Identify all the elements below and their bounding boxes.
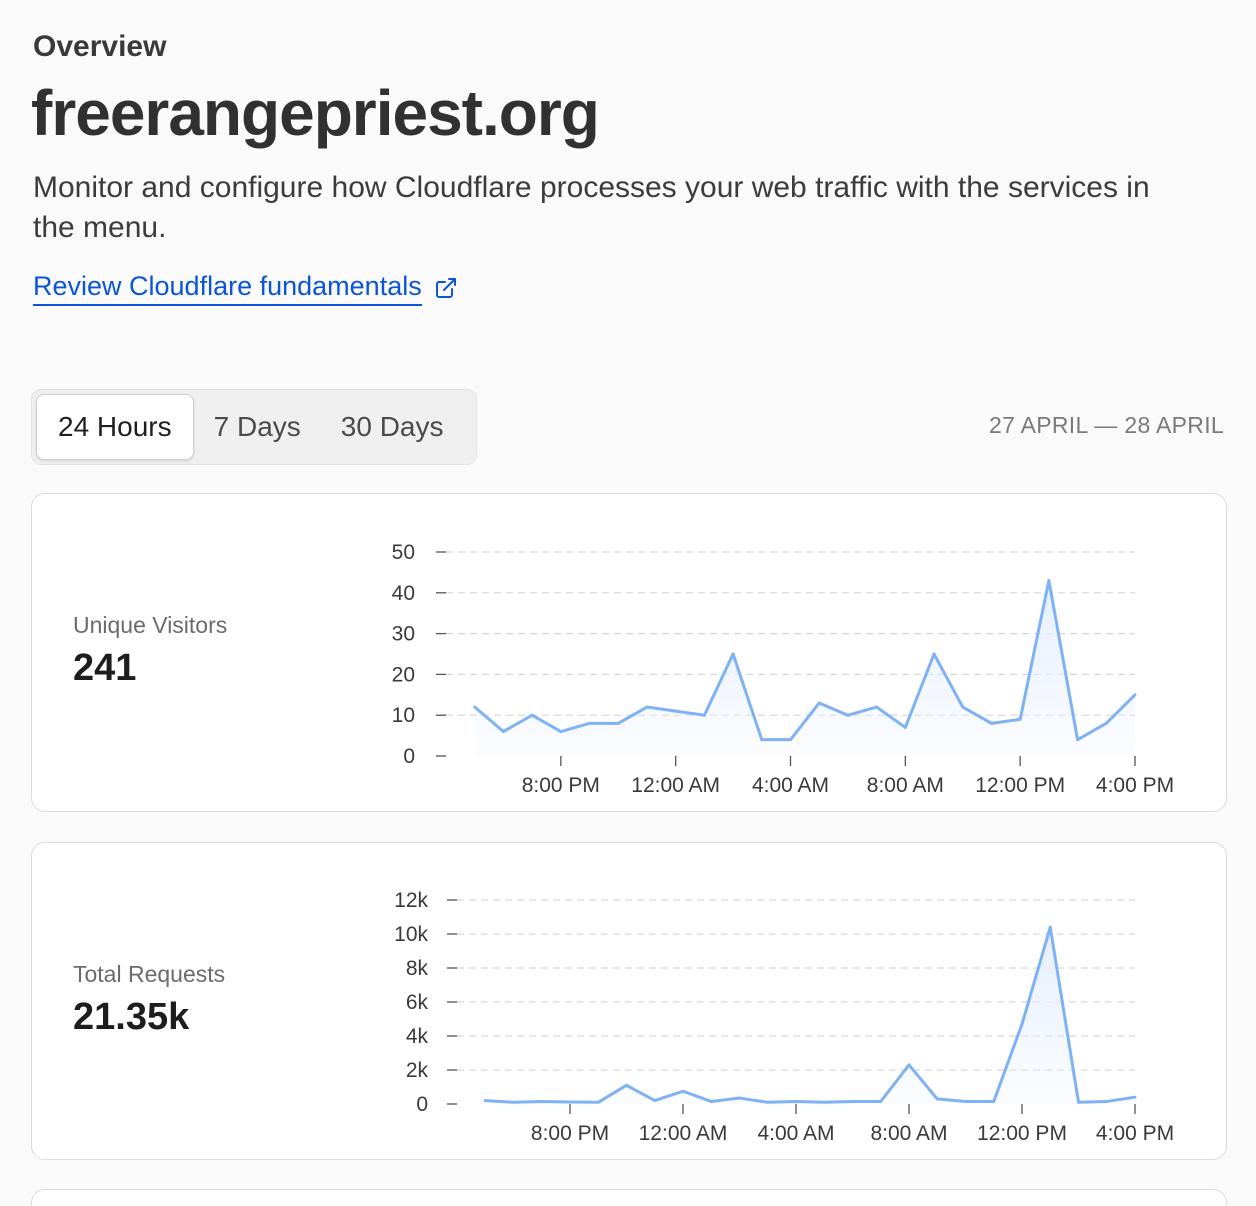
x-tick-label: 12:00 AM: [631, 774, 720, 797]
data-point: [530, 713, 534, 717]
series-area: [474, 580, 1135, 756]
y-tick-label: 10: [392, 704, 415, 727]
data-point: [961, 705, 965, 709]
data-point: [1104, 721, 1108, 725]
review-fundamentals-link[interactable]: Review Cloudflare fundamentals: [33, 270, 422, 306]
y-tick-label: 6k: [406, 991, 429, 1014]
data-point: [702, 713, 706, 717]
total-requests-chart: 0 2k 4k 6k 8k 10k 12k 8:00 PM 12:00 AM 4:00 AM 8:0…: [394, 889, 1174, 1145]
data-point: [501, 730, 505, 734]
x-tick-label: 8:00 AM: [867, 774, 944, 797]
x-tick-label: 4:00 AM: [757, 1122, 834, 1145]
data-point: [789, 738, 792, 742]
data-point: [1105, 1099, 1109, 1103]
page-title: freerangepriest.org: [31, 77, 600, 149]
series-area: [485, 927, 1135, 1104]
y-tick-label: 30: [392, 623, 415, 646]
x-tick-label: 8:00 PM: [522, 774, 600, 797]
data-point: [625, 1083, 628, 1087]
data-point: [568, 1100, 572, 1104]
data-point: [681, 1089, 685, 1093]
data-point: [653, 1099, 657, 1103]
x-tick-label: 12:00 PM: [977, 1122, 1067, 1145]
data-point: [794, 1099, 798, 1103]
y-tick-label: 50: [392, 541, 415, 564]
y-tick-label: 0: [403, 745, 415, 768]
series-line: [473, 579, 1137, 742]
y-tick-label: 2k: [406, 1059, 429, 1082]
data-point: [992, 1099, 996, 1103]
data-point: [1133, 1095, 1137, 1099]
data-point: [879, 1099, 883, 1103]
data-point: [907, 1063, 911, 1067]
data-point: [1133, 693, 1137, 697]
data-point: [1047, 579, 1051, 583]
data-point: [1048, 925, 1052, 929]
data-point: [512, 1100, 515, 1104]
date-range-label: 27 APRIL — 28 APRIL: [989, 412, 1224, 438]
metric-value: 21.35k: [73, 996, 190, 1038]
data-point: [766, 1100, 770, 1104]
external-link-icon[interactable]: [434, 276, 458, 300]
page-eyebrow: Overview: [33, 30, 167, 63]
x-tick-label: 4:00 PM: [1096, 1122, 1174, 1145]
data-point: [731, 652, 735, 656]
data-point: [709, 1099, 713, 1103]
data-point: [588, 721, 592, 725]
data-point: [473, 705, 477, 709]
y-tick-label: 4k: [406, 1025, 429, 1048]
data-point: [935, 1097, 939, 1101]
y-tick-label: 10k: [394, 923, 428, 946]
y-tick-label: 12k: [394, 889, 428, 912]
page-description: Monitor and configure how Cloudflare pro…: [33, 171, 1150, 244]
data-point: [674, 709, 678, 713]
data-point: [559, 730, 563, 734]
fundamentals-link-row: Review Cloudflare fundamentals: [33, 270, 458, 306]
time-range-tabs: 24 Hours 7 Days 30 Days: [31, 389, 477, 465]
data-point: [903, 725, 907, 729]
data-point: [989, 721, 993, 725]
data-point: [817, 701, 821, 705]
data-point: [932, 652, 936, 656]
data-point: [1076, 738, 1080, 742]
metric-label: Unique Visitors: [73, 612, 228, 638]
data-point: [760, 738, 764, 742]
y-tick-label: 20: [392, 663, 415, 686]
metric-value: 241: [73, 647, 137, 689]
data-point: [616, 721, 620, 725]
data-point: [1077, 1100, 1080, 1104]
y-tick-label: 40: [392, 582, 415, 605]
tab-24-hours[interactable]: 24 Hours: [36, 394, 194, 460]
x-tick-label: 8:00 PM: [531, 1122, 609, 1145]
data-point: [846, 713, 850, 717]
data-point: [964, 1099, 967, 1103]
x-tick-label: 12:00 AM: [639, 1122, 728, 1145]
data-point: [875, 705, 879, 709]
data-point: [596, 1100, 600, 1104]
data-point: [1020, 1022, 1024, 1026]
next-card: [31, 1189, 1227, 1206]
tab-30-days[interactable]: 30 Days: [340, 411, 444, 442]
unique-visitors-chart: 0 10 20 30 40 50 8:00 PM 12:00 AM 4:00 AM 8:00 AM…: [392, 541, 1174, 797]
data-point: [483, 1099, 487, 1103]
x-tick-label: 4:00 AM: [752, 774, 829, 797]
data-point: [822, 1100, 826, 1104]
y-tick-label: 8k: [406, 957, 429, 980]
x-tick-label: 4:00 PM: [1096, 774, 1174, 797]
x-tick-label: 8:00 AM: [870, 1122, 947, 1145]
data-point: [540, 1099, 544, 1103]
series-line: [485, 925, 1136, 1104]
metric-label: Total Requests: [73, 961, 226, 987]
tab-7-days[interactable]: 7 Days: [213, 411, 301, 442]
total-requests-card: Total Requests 21.35k 0 2k 4k 6k 8k 10k 12k 8:0…: [31, 842, 1227, 1160]
data-point: [738, 1096, 741, 1100]
data-point: [1018, 717, 1022, 721]
data-point: [851, 1099, 854, 1103]
data-point: [645, 705, 649, 709]
x-tick-label: 12:00 PM: [975, 774, 1065, 797]
y-tick-label: 0: [416, 1093, 428, 1116]
unique-visitors-card: Unique Visitors 241 0 10 20 30 40 50 8:00 PM 12…: [31, 493, 1227, 812]
